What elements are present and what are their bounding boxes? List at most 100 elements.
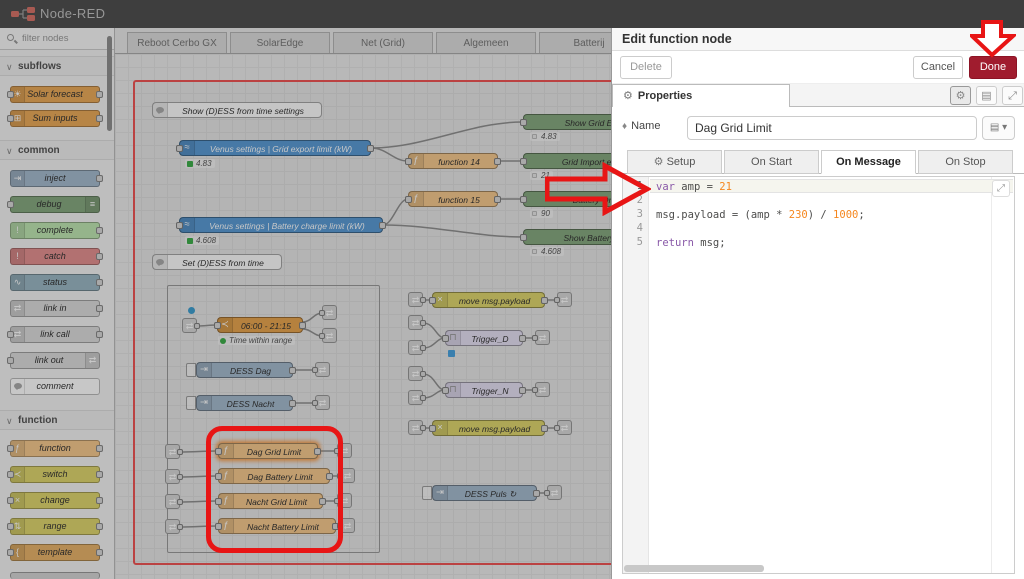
node-settings-button[interactable]: ⚙ bbox=[950, 86, 971, 105]
tab-properties[interactable]: ⚙ Properties bbox=[612, 84, 790, 107]
function-14-node[interactable]: ƒ function 14 bbox=[405, 153, 501, 169]
link-out-node[interactable]: ⇄ bbox=[312, 395, 330, 410]
function-dag-grid-limit-node[interactable]: ƒ Dag Grid Limit bbox=[215, 443, 321, 459]
tab-algemeen[interactable]: Algemeen bbox=[436, 32, 536, 53]
code-editor[interactable]: 1 2 3 4 5 var amp = 21 msg.payload = (am… bbox=[622, 176, 1015, 574]
trigger-d-node[interactable]: ⊓ Trigger_D bbox=[442, 330, 526, 346]
palette-node-template[interactable]: {template bbox=[7, 544, 103, 561]
palette-scrollbar[interactable] bbox=[107, 36, 112, 131]
palette-node-range[interactable]: ⇅ range bbox=[7, 518, 103, 535]
cancel-button[interactable]: Cancel bbox=[913, 56, 963, 79]
change-node[interactable]: × move msg.payload bbox=[429, 292, 548, 308]
flow-group-outer[interactable] bbox=[133, 80, 611, 565]
editor-horizontal-scrollbar[interactable] bbox=[624, 565, 764, 572]
node-status: 4.83 bbox=[530, 132, 560, 141]
link-in-node[interactable]: ⇄ bbox=[165, 469, 183, 484]
inject-dess-puls-node[interactable]: ⇥ DESS Puls ↻ bbox=[432, 485, 540, 501]
flow-tabbar: Reboot Cerbo GX SolarEdge Net (Grid) Alg… bbox=[115, 28, 611, 54]
link-in-node[interactable]: ⇄ bbox=[182, 318, 200, 333]
palette-node-function[interactable]: ƒ function bbox=[7, 440, 103, 457]
palette-section-subflows[interactable]: ∨ subflows bbox=[0, 56, 114, 76]
palette-node-change[interactable]: × change bbox=[7, 492, 103, 509]
change-node[interactable]: × move msg.payload bbox=[429, 420, 548, 436]
link-out-node[interactable]: ⇄ bbox=[554, 292, 572, 307]
node-status: 21 bbox=[530, 171, 553, 180]
delete-button[interactable]: Delete bbox=[620, 56, 672, 79]
debug-grid-import-node[interactable]: Grid Import en E bbox=[520, 153, 611, 169]
comment-node[interactable]: Set (D)ESS from time bbox=[152, 254, 282, 270]
link-in-node[interactable]: ⇄ bbox=[408, 292, 426, 307]
link-out-node[interactable]: ⇄ bbox=[532, 382, 550, 397]
debug-show-grid-export-node[interactable]: Show Grid Exp bbox=[520, 114, 611, 130]
annotation-arrow-down-icon bbox=[970, 20, 1016, 58]
code-line-4[interactable] bbox=[650, 222, 1013, 236]
palette-node-catch[interactable]: ! catch bbox=[10, 248, 103, 265]
label-options-button[interactable]: ▤ ▾ bbox=[982, 116, 1015, 140]
link-in-node[interactable]: ⇄ bbox=[165, 494, 183, 509]
palette-node-link-out[interactable]: ⇄ link out bbox=[7, 352, 100, 369]
palette-node-link-call[interactable]: ⇄ link call bbox=[7, 326, 103, 343]
code-line-1[interactable]: var amp = 21 bbox=[650, 179, 1013, 193]
link-out-node[interactable]: ⇄ bbox=[319, 305, 337, 320]
palette-section-function[interactable]: ∨ function bbox=[0, 410, 114, 430]
link-out-node[interactable]: ⇄ bbox=[554, 420, 572, 435]
inject-button[interactable] bbox=[422, 486, 432, 500]
venus-grid-export-node[interactable]: ≈ Venus settings | Grid export limit (kW… bbox=[176, 140, 374, 156]
tab-batterij[interactable]: Batterij bbox=[539, 32, 611, 53]
node-appearance-button[interactable]: ⤢ bbox=[1002, 86, 1023, 105]
link-in-node[interactable]: ⇄ bbox=[408, 315, 426, 330]
name-input[interactable] bbox=[687, 116, 977, 140]
palette-node-complete[interactable]: ! complete bbox=[10, 222, 103, 239]
tab-net-grid[interactable]: Net (Grid) bbox=[333, 32, 433, 53]
venus-battery-charge-node[interactable]: ≈ Venus settings | Battery charge limit … bbox=[176, 217, 386, 233]
palette-node-comment[interactable]: comment bbox=[10, 378, 100, 395]
inject-button[interactable] bbox=[186, 363, 196, 377]
time-range-node[interactable]: ≺ 06:00 - 21:15 bbox=[214, 317, 306, 333]
link-out-node[interactable]: ⇄ bbox=[312, 362, 330, 377]
link-in-node[interactable]: ⇄ bbox=[408, 340, 426, 355]
code-line-5[interactable]: return msg; bbox=[656, 237, 726, 249]
palette-node-status[interactable]: ∿ status bbox=[10, 274, 103, 291]
palette-section-common[interactable]: ∨ common bbox=[0, 140, 114, 160]
comment-node[interactable]: Show (D)ESS from time settings bbox=[152, 102, 322, 118]
function-15-node[interactable]: ƒ function 15 bbox=[405, 191, 501, 207]
tab-on-start[interactable]: On Start bbox=[724, 150, 819, 174]
flow-canvas[interactable]: Reboot Cerbo GX SolarEdge Net (Grid) Alg… bbox=[115, 28, 611, 579]
link-out-node[interactable]: ⇄ bbox=[532, 330, 550, 345]
inject-button[interactable] bbox=[186, 396, 196, 410]
editor-expand-button[interactable]: ⤢ bbox=[992, 180, 1010, 197]
palette-node-debug[interactable]: ≡ debug bbox=[7, 196, 100, 213]
link-in-node[interactable]: ⇄ bbox=[408, 390, 426, 405]
flow-area[interactable]: Show (D)ESS from time settings Set (D)ES… bbox=[115, 54, 611, 579]
code-line-2[interactable] bbox=[650, 194, 1013, 208]
link-in-node[interactable]: ⇄ bbox=[165, 519, 183, 534]
trigger-n-node[interactable]: ⊓ Trigger_N bbox=[442, 382, 526, 398]
inject-dess-nacht-node[interactable]: ⇥ DESS Nacht bbox=[196, 395, 296, 411]
inject-dess-dag-node[interactable]: ⇥ DESS Dag bbox=[196, 362, 296, 378]
function-nacht-battery-limit-node[interactable]: ƒ Nacht Battery Limit bbox=[215, 518, 339, 534]
done-button[interactable]: Done bbox=[969, 56, 1017, 79]
link-out-node[interactable]: ⇄ bbox=[319, 328, 337, 343]
code-line-3[interactable]: msg.payload = (amp * 230) / 1000; bbox=[656, 209, 865, 221]
debug-show-battery-node[interactable]: Show Battery C bbox=[520, 229, 611, 245]
palette-node-link-in[interactable]: ⇄ link in bbox=[10, 300, 103, 317]
palette-node-inject[interactable]: ⇥ inject bbox=[10, 170, 103, 187]
function-nacht-grid-limit-node[interactable]: ƒ Nacht Grid Limit bbox=[215, 493, 326, 509]
function-icon: ƒ bbox=[219, 444, 234, 458]
link-in-node[interactable]: ⇄ bbox=[408, 420, 426, 435]
palette-node-solar-forecast[interactable]: ☀ Solar forecast bbox=[7, 86, 103, 103]
node-description-button[interactable]: ▤ bbox=[976, 86, 997, 105]
palette-node-sum-inputs[interactable]: ⊞ Sum inputs bbox=[7, 110, 103, 127]
palette-node-switch[interactable]: ≺ switch bbox=[7, 466, 103, 483]
tab-on-message[interactable]: On Message bbox=[821, 150, 916, 174]
palette-search-input[interactable]: filter nodes bbox=[0, 28, 114, 50]
link-in-node[interactable]: ⇄ bbox=[408, 366, 426, 381]
link-out-node[interactable]: ⇄ bbox=[544, 485, 562, 500]
function-dag-battery-limit-node[interactable]: ƒ Dag Battery Limit bbox=[215, 468, 333, 484]
tab-on-stop[interactable]: On Stop bbox=[918, 150, 1013, 174]
palette-node-cutoff[interactable] bbox=[10, 572, 100, 579]
tab-solaredge[interactable]: SolarEdge bbox=[230, 32, 330, 53]
tab-setup[interactable]: ⚙ Setup bbox=[627, 150, 722, 174]
link-in-node[interactable]: ⇄ bbox=[165, 444, 183, 459]
tab-reboot-cerbo-gx[interactable]: Reboot Cerbo GX bbox=[127, 32, 227, 53]
